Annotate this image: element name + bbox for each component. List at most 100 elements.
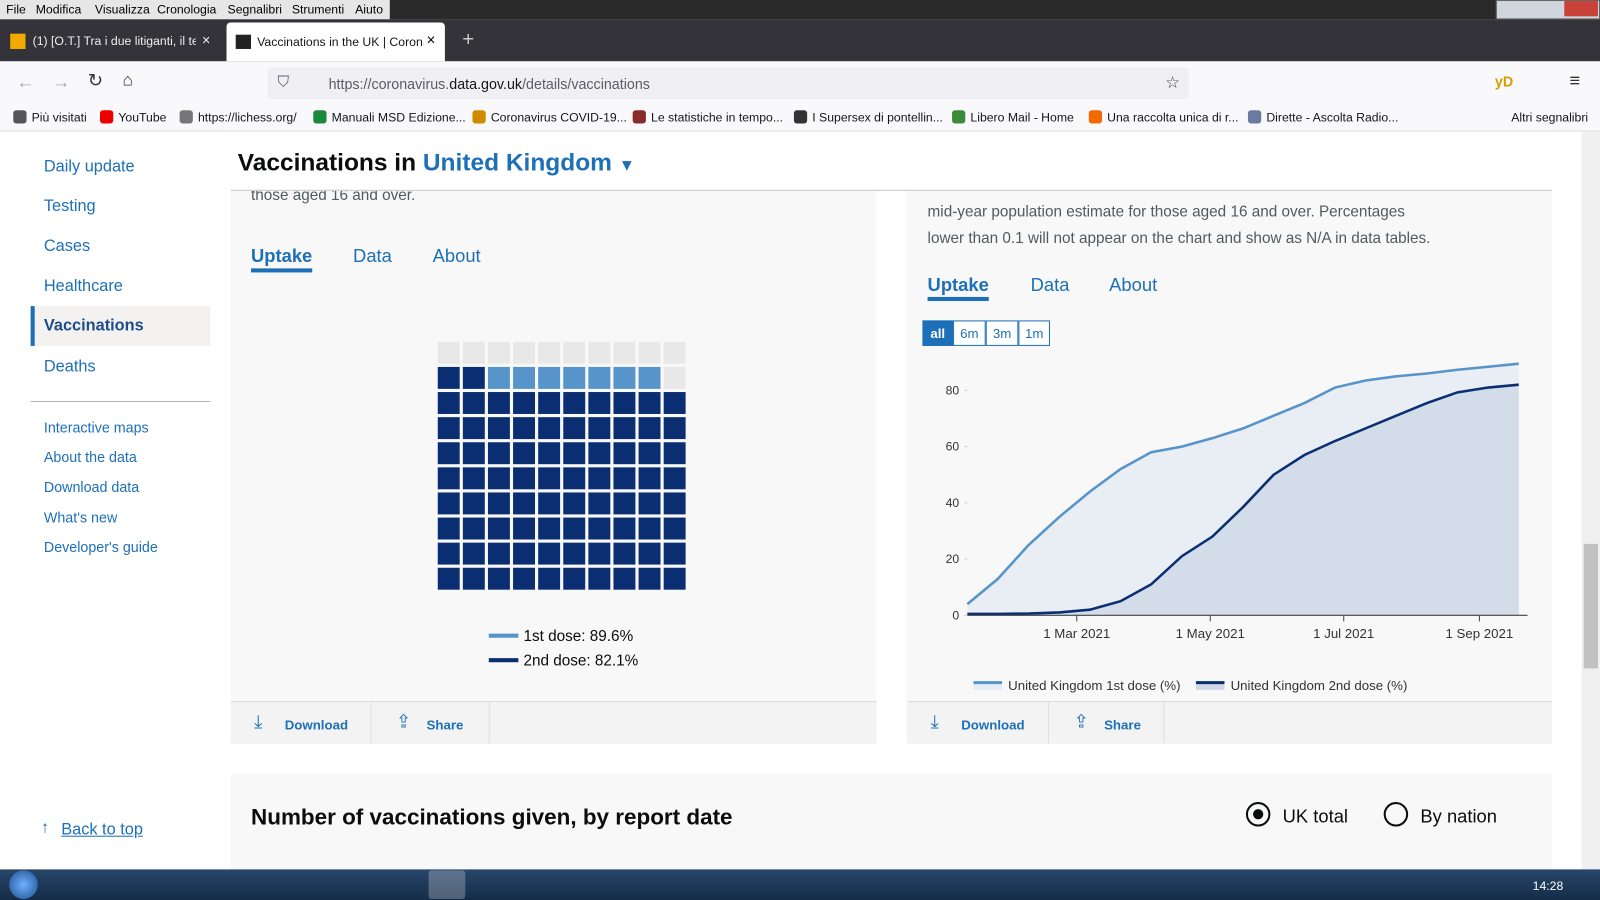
dropdown-arrow[interactable]: ▼	[618, 157, 635, 175]
nav-link[interactable]: Deaths	[43, 358, 96, 376]
bookmark[interactable]: Dirette - Ascolta Radio...	[1266, 110, 1399, 125]
waffle-cell	[513, 542, 535, 565]
reload-button[interactable]: ↻	[87, 70, 104, 91]
bookmark[interactable]: Manuali MSD Edizione...	[331, 110, 466, 125]
nav-link[interactable]: Cases	[43, 237, 91, 256]
url-bar[interactable]: ⛉ https://coronavirus.data.gov.uk/detail…	[267, 67, 1189, 99]
waffle-cell-empty	[513, 341, 535, 364]
range-button[interactable]: 1m	[1018, 320, 1050, 346]
range-button[interactable]: all	[922, 320, 954, 346]
tab-close[interactable]: ×	[202, 31, 211, 48]
download-icon[interactable]: ⤓	[930, 711, 939, 732]
menu-item[interactable]: Aiuto	[355, 2, 384, 17]
content-tab[interactable]: Data	[353, 245, 392, 267]
radio-checked[interactable]	[1245, 802, 1271, 827]
waffle-cell	[462, 517, 485, 540]
menu-item[interactable]: Strumenti	[291, 2, 345, 17]
download-icon[interactable]: ⤓	[254, 711, 263, 732]
close-button[interactable]	[1564, 1, 1598, 17]
waffle-cell	[613, 542, 636, 565]
nav-link[interactable]: Healthcare	[43, 277, 123, 295]
scroll-thumb[interactable]	[1583, 543, 1598, 669]
menu-button[interactable]: ≡	[1569, 70, 1581, 91]
menu-item[interactable]: Segnalibri	[227, 2, 283, 17]
taskbar-active[interactable]	[428, 870, 466, 899]
range-button[interactable]: 3m	[985, 320, 1019, 346]
start-button[interactable]	[9, 870, 38, 899]
menu-item[interactable]: File	[6, 2, 26, 17]
waffle-cell	[462, 492, 485, 515]
content-tab[interactable]: About	[432, 245, 481, 267]
bookmark[interactable]: Una raccolta unica di r...	[1107, 110, 1239, 125]
content-tab[interactable]: Uptake	[251, 246, 313, 273]
waffle-cell	[487, 392, 510, 414]
back-button[interactable]: ←	[16, 71, 35, 92]
area-selector[interactable]: United Kingdom	[422, 148, 612, 177]
scrollbar[interactable]	[1581, 131, 1600, 870]
waffle-cell	[538, 366, 561, 389]
waffle-cell	[513, 442, 535, 465]
nav-link[interactable]: Daily update	[43, 158, 135, 176]
bookmark[interactable]: Le statistiche in tempo...	[651, 110, 784, 125]
other-bookmarks[interactable]: Altri segnalibri	[1511, 110, 1589, 125]
new-tab[interactable]: +	[462, 28, 475, 52]
nav-link[interactable]: Download data	[43, 478, 140, 495]
share-icon[interactable]: ⇪	[395, 711, 412, 732]
y-tick-label: 20	[946, 552, 960, 566]
tab[interactable]: (1) [O.T.] Tra i due litiganti, il ter ×	[0, 24, 220, 59]
bookmark[interactable]: https://lichess.org/	[197, 110, 297, 125]
waffle-cell	[613, 517, 636, 540]
range-button[interactable]: 6m	[953, 320, 986, 346]
menu-bar	[0, 0, 390, 20]
menu-item[interactable]: Visualizza	[94, 2, 150, 17]
radio-label[interactable]: UK total	[1282, 806, 1348, 827]
bookmark[interactable]: YouTube	[118, 110, 167, 125]
content-tab[interactable]: Uptake	[927, 274, 989, 302]
bookmark[interactable]: Più visitati	[31, 110, 87, 125]
extension-badge[interactable]: yD	[1494, 73, 1514, 90]
menu-item[interactable]: Modifica	[35, 2, 82, 17]
waffle-cell	[538, 467, 561, 490]
waffle-cell	[513, 567, 535, 590]
action-button[interactable]: Share	[1104, 717, 1141, 733]
nav-link[interactable]: Developer's guide	[43, 538, 158, 556]
active-tab[interactable]: Vaccinations in the UK | Corona ×	[226, 22, 445, 62]
back-to-top[interactable]: Back to top	[61, 821, 143, 839]
waffle-cell	[663, 417, 686, 440]
waffle-cell	[513, 392, 535, 414]
waffle-cell	[513, 467, 535, 490]
waffle-cell	[462, 567, 485, 590]
bookmark[interactable]: Libero Mail - Home	[970, 110, 1074, 125]
bookmark-star[interactable]: ☆	[1165, 74, 1180, 92]
waffle-cell	[588, 492, 611, 515]
content-tab[interactable]: Data	[1030, 274, 1070, 295]
tab-close[interactable]: ×	[426, 31, 436, 49]
content-tab[interactable]: About	[1109, 274, 1158, 295]
menu-item[interactable]: Cronologia	[157, 2, 217, 17]
waffle-cell	[487, 417, 510, 440]
waffle-cell	[437, 442, 460, 465]
waffle-cell-empty	[437, 341, 460, 364]
nav-link[interactable]: About the data	[43, 448, 137, 466]
action-button[interactable]: Share	[426, 717, 464, 733]
action-button[interactable]: Download	[284, 717, 349, 733]
nav-link[interactable]: Interactive maps	[43, 419, 149, 436]
radio-label[interactable]: By nation	[1420, 806, 1498, 827]
home-button[interactable]: ⌂	[122, 70, 133, 90]
radio[interactable]	[1383, 802, 1409, 827]
waffle-cell	[437, 366, 460, 389]
bookmark[interactable]: Coronavirus COVID-19...	[490, 110, 627, 125]
bookmark-icon	[1088, 110, 1103, 124]
bookmark[interactable]: I Supersex di pontellin...	[812, 110, 943, 125]
waffle-cell	[638, 542, 661, 565]
nav-link[interactable]: Vaccinations	[43, 317, 144, 335]
forward-button[interactable]: →	[52, 71, 71, 92]
share-icon[interactable]: ⇪	[1073, 711, 1089, 732]
divider	[30, 401, 211, 403]
nav-link[interactable]: Testing	[43, 197, 96, 216]
waffle-cell	[462, 442, 485, 465]
waffle-cell	[638, 366, 661, 389]
action-button[interactable]: Download	[961, 717, 1025, 733]
active-nav-bg	[30, 306, 211, 346]
nav-link[interactable]: What's new	[43, 509, 118, 526]
